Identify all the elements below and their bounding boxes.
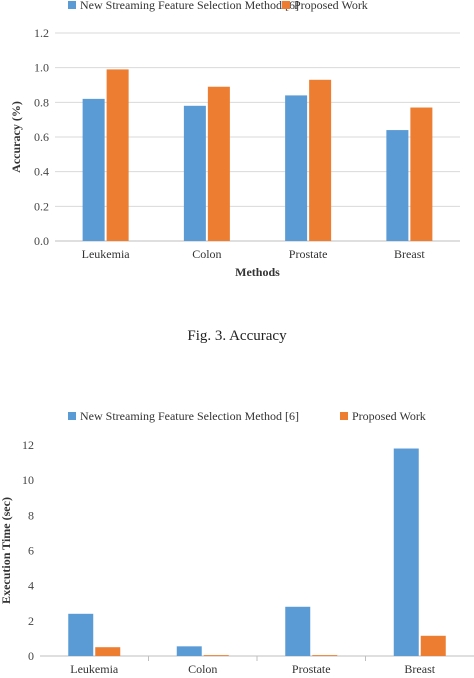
- x-tick-label: Leukemia: [70, 662, 119, 676]
- execution-time-chart: New Streaming Feature Selection Method […: [0, 409, 474, 676]
- y-tick-label: 0.2: [34, 199, 49, 213]
- y-tick-label: 2: [28, 614, 34, 628]
- bar-3-1: [420, 635, 446, 656]
- accuracy-chart: New Streaming Feature Selection Method […: [9, 0, 460, 279]
- figure-caption: Fig. 3. Accuracy: [187, 328, 287, 344]
- y-tick-label: 1.2: [34, 26, 49, 40]
- bar-0-1: [95, 647, 121, 656]
- y-tick-label: 1.0: [34, 61, 49, 75]
- x-tick-label: Breast: [404, 662, 435, 676]
- x-tick-label: Colon: [188, 662, 217, 676]
- y-tick-label: 0: [28, 649, 34, 663]
- y-axis-title: Accuracy (%): [9, 101, 23, 173]
- legend-label-0: New Streaming Feature Selection Method […: [80, 409, 299, 423]
- legend-label-1: Proposed Work: [352, 409, 426, 423]
- legend-label-0: New Streaming Feature Selection Method […: [80, 0, 299, 12]
- y-tick-label: 8: [28, 508, 34, 522]
- x-tick-label: Leukemia: [82, 247, 131, 261]
- bar-2-1: [309, 79, 332, 241]
- y-tick-label: 0.4: [34, 165, 49, 179]
- legend-swatch-0: [68, 412, 76, 420]
- bar-1-1: [207, 86, 230, 241]
- x-tick-label: Prostate: [289, 247, 328, 261]
- y-tick-label: 4: [28, 579, 34, 593]
- legend-label-1: Proposed Work: [294, 0, 368, 12]
- bar-3-1: [410, 107, 433, 242]
- y-tick-label: 0.6: [34, 130, 49, 144]
- bar-3-0: [386, 130, 409, 241]
- bar-2-1: [312, 655, 338, 656]
- bar-1-0: [183, 105, 206, 241]
- bar-3-0: [393, 448, 419, 656]
- y-tick-label: 12: [22, 438, 34, 452]
- y-tick-label: 6: [28, 544, 34, 558]
- x-axis-title: Methods: [235, 265, 280, 279]
- bar-1-1: [203, 655, 229, 656]
- legend-swatch-1: [340, 412, 348, 420]
- bar-2-0: [285, 95, 308, 242]
- legend-swatch-0: [68, 1, 76, 9]
- y-tick-label: 0.8: [34, 95, 49, 109]
- bar-2-0: [285, 606, 311, 656]
- y-tick-label: 0.0: [34, 234, 49, 248]
- legend-swatch-1: [282, 1, 290, 9]
- bar-0-0: [82, 98, 105, 241]
- x-tick-label: Prostate: [292, 662, 331, 676]
- bar-1-0: [176, 646, 202, 656]
- bar-0-0: [68, 613, 94, 656]
- y-axis-title: Execution Time (sec): [0, 497, 13, 604]
- x-tick-label: Colon: [192, 247, 221, 261]
- x-tick-label: Breast: [394, 247, 425, 261]
- bar-0-1: [106, 69, 129, 242]
- y-tick-label: 10: [22, 473, 34, 487]
